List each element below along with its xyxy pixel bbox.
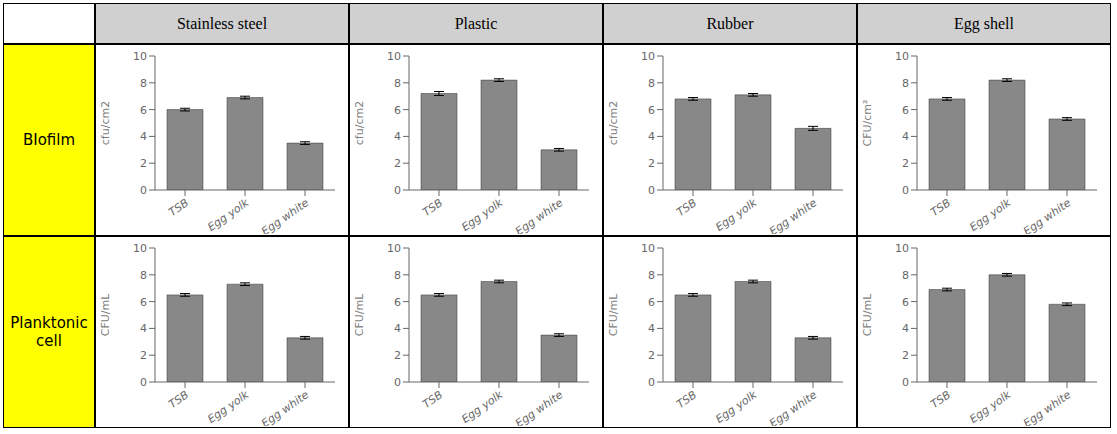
svg-text:Egg yolk: Egg yolk (713, 196, 760, 234)
html-text:BIofilm: BIofilm (22, 131, 76, 149)
svg-text:TSB: TSB (928, 196, 953, 219)
svg-text:CFU/mL: CFU/mL (353, 293, 366, 336)
svg-text:2: 2 (648, 349, 655, 362)
svg-text:10: 10 (641, 242, 655, 255)
svg-text:CFU/mL: CFU/mL (99, 293, 112, 336)
svg-text:10: 10 (641, 50, 655, 63)
svg-text:8: 8 (394, 269, 401, 282)
svg-text:Egg white: Egg white (259, 196, 311, 234)
svg-text:Egg white: Egg white (259, 388, 311, 426)
svg-text:2: 2 (394, 349, 401, 362)
svg-text:8: 8 (140, 269, 147, 282)
svg-text:TSB: TSB (420, 388, 445, 411)
svg-text:10: 10 (387, 50, 401, 63)
svg-text:4: 4 (140, 130, 147, 143)
svg-text:cfu/cm2: cfu/cm2 (353, 101, 366, 145)
svg-text:8: 8 (648, 77, 655, 90)
svg-text:Egg yolk: Egg yolk (967, 388, 1014, 426)
svg-text:4: 4 (648, 322, 655, 335)
svg-text:CFU/mL: CFU/mL (607, 293, 620, 336)
svg-text:6: 6 (140, 104, 147, 117)
svg-text:0: 0 (394, 184, 401, 197)
svg-text:6: 6 (648, 104, 655, 117)
svg-text:2: 2 (394, 157, 401, 170)
svg-text:Egg yolk: Egg yolk (967, 196, 1014, 234)
svg-text:2: 2 (140, 349, 147, 362)
svg-text:6: 6 (140, 296, 147, 309)
svg-text:10: 10 (133, 242, 147, 255)
svg-text:4: 4 (902, 130, 909, 143)
svg-text:4: 4 (394, 322, 401, 335)
svg-text:4: 4 (648, 130, 655, 143)
svg-text:4: 4 (902, 322, 909, 335)
svg-text:2: 2 (902, 157, 909, 170)
svg-text:6: 6 (394, 104, 401, 117)
svg-text:cfu/cm2: cfu/cm2 (99, 101, 112, 145)
svg-text:0: 0 (140, 376, 147, 389)
svg-text:TSB: TSB (166, 388, 191, 411)
svg-text:Egg yolk: Egg yolk (205, 196, 252, 234)
svg-text:Egg white: Egg white (1021, 196, 1073, 234)
svg-text:CFU/mL: CFU/mL (861, 293, 874, 336)
svg-text:TSB: TSB (928, 388, 953, 411)
svg-text:TSB: TSB (166, 196, 191, 219)
html-text:Stainless steel: Stainless steel (176, 14, 268, 32)
svg-text:Egg white: Egg white (767, 388, 819, 426)
svg-text:Egg yolk: Egg yolk (713, 388, 760, 426)
svg-text:2: 2 (902, 349, 909, 362)
svg-text:CFU/cm²: CFU/cm² (861, 100, 874, 147)
svg-text:2: 2 (648, 157, 655, 170)
svg-text:8: 8 (902, 269, 909, 282)
svg-text:0: 0 (902, 376, 909, 389)
svg-text:8: 8 (902, 77, 909, 90)
svg-text:0: 0 (140, 184, 147, 197)
html-text:Planktonic: Planktonic (10, 314, 88, 332)
html-text:cell: cell (36, 332, 62, 350)
svg-text:TSB: TSB (674, 196, 699, 219)
svg-text:10: 10 (895, 50, 909, 63)
svg-text:Egg white: Egg white (767, 196, 819, 234)
html-text:Rubber: Rubber (706, 14, 754, 32)
svg-text:6: 6 (648, 296, 655, 309)
svg-text:Egg yolk: Egg yolk (459, 388, 506, 426)
svg-text:10: 10 (133, 50, 147, 63)
svg-text:6: 6 (902, 296, 909, 309)
svg-text:Egg white: Egg white (513, 196, 565, 234)
html-text:Egg shell: Egg shell (954, 14, 1014, 32)
svg-text:Egg yolk: Egg yolk (459, 196, 506, 234)
svg-text:0: 0 (648, 376, 655, 389)
svg-text:TSB: TSB (674, 388, 699, 411)
svg-text:6: 6 (902, 104, 909, 117)
svg-text:Egg white: Egg white (1021, 388, 1073, 426)
svg-text:0: 0 (394, 376, 401, 389)
svg-text:cfu/cm2: cfu/cm2 (607, 101, 620, 145)
svg-text:6: 6 (394, 296, 401, 309)
svg-text:4: 4 (394, 130, 401, 143)
svg-text:8: 8 (140, 77, 147, 90)
svg-text:10: 10 (895, 242, 909, 255)
svg-text:8: 8 (648, 269, 655, 282)
svg-text:4: 4 (140, 322, 147, 335)
svg-text:10: 10 (387, 242, 401, 255)
svg-text:0: 0 (648, 184, 655, 197)
svg-text:8: 8 (394, 77, 401, 90)
svg-text:TSB: TSB (420, 196, 445, 219)
svg-text:2: 2 (140, 157, 147, 170)
svg-text:Egg yolk: Egg yolk (205, 388, 252, 426)
svg-text:Egg white: Egg white (513, 388, 565, 426)
html-text:Plastic: Plastic (454, 14, 498, 32)
svg-text:0: 0 (902, 184, 909, 197)
